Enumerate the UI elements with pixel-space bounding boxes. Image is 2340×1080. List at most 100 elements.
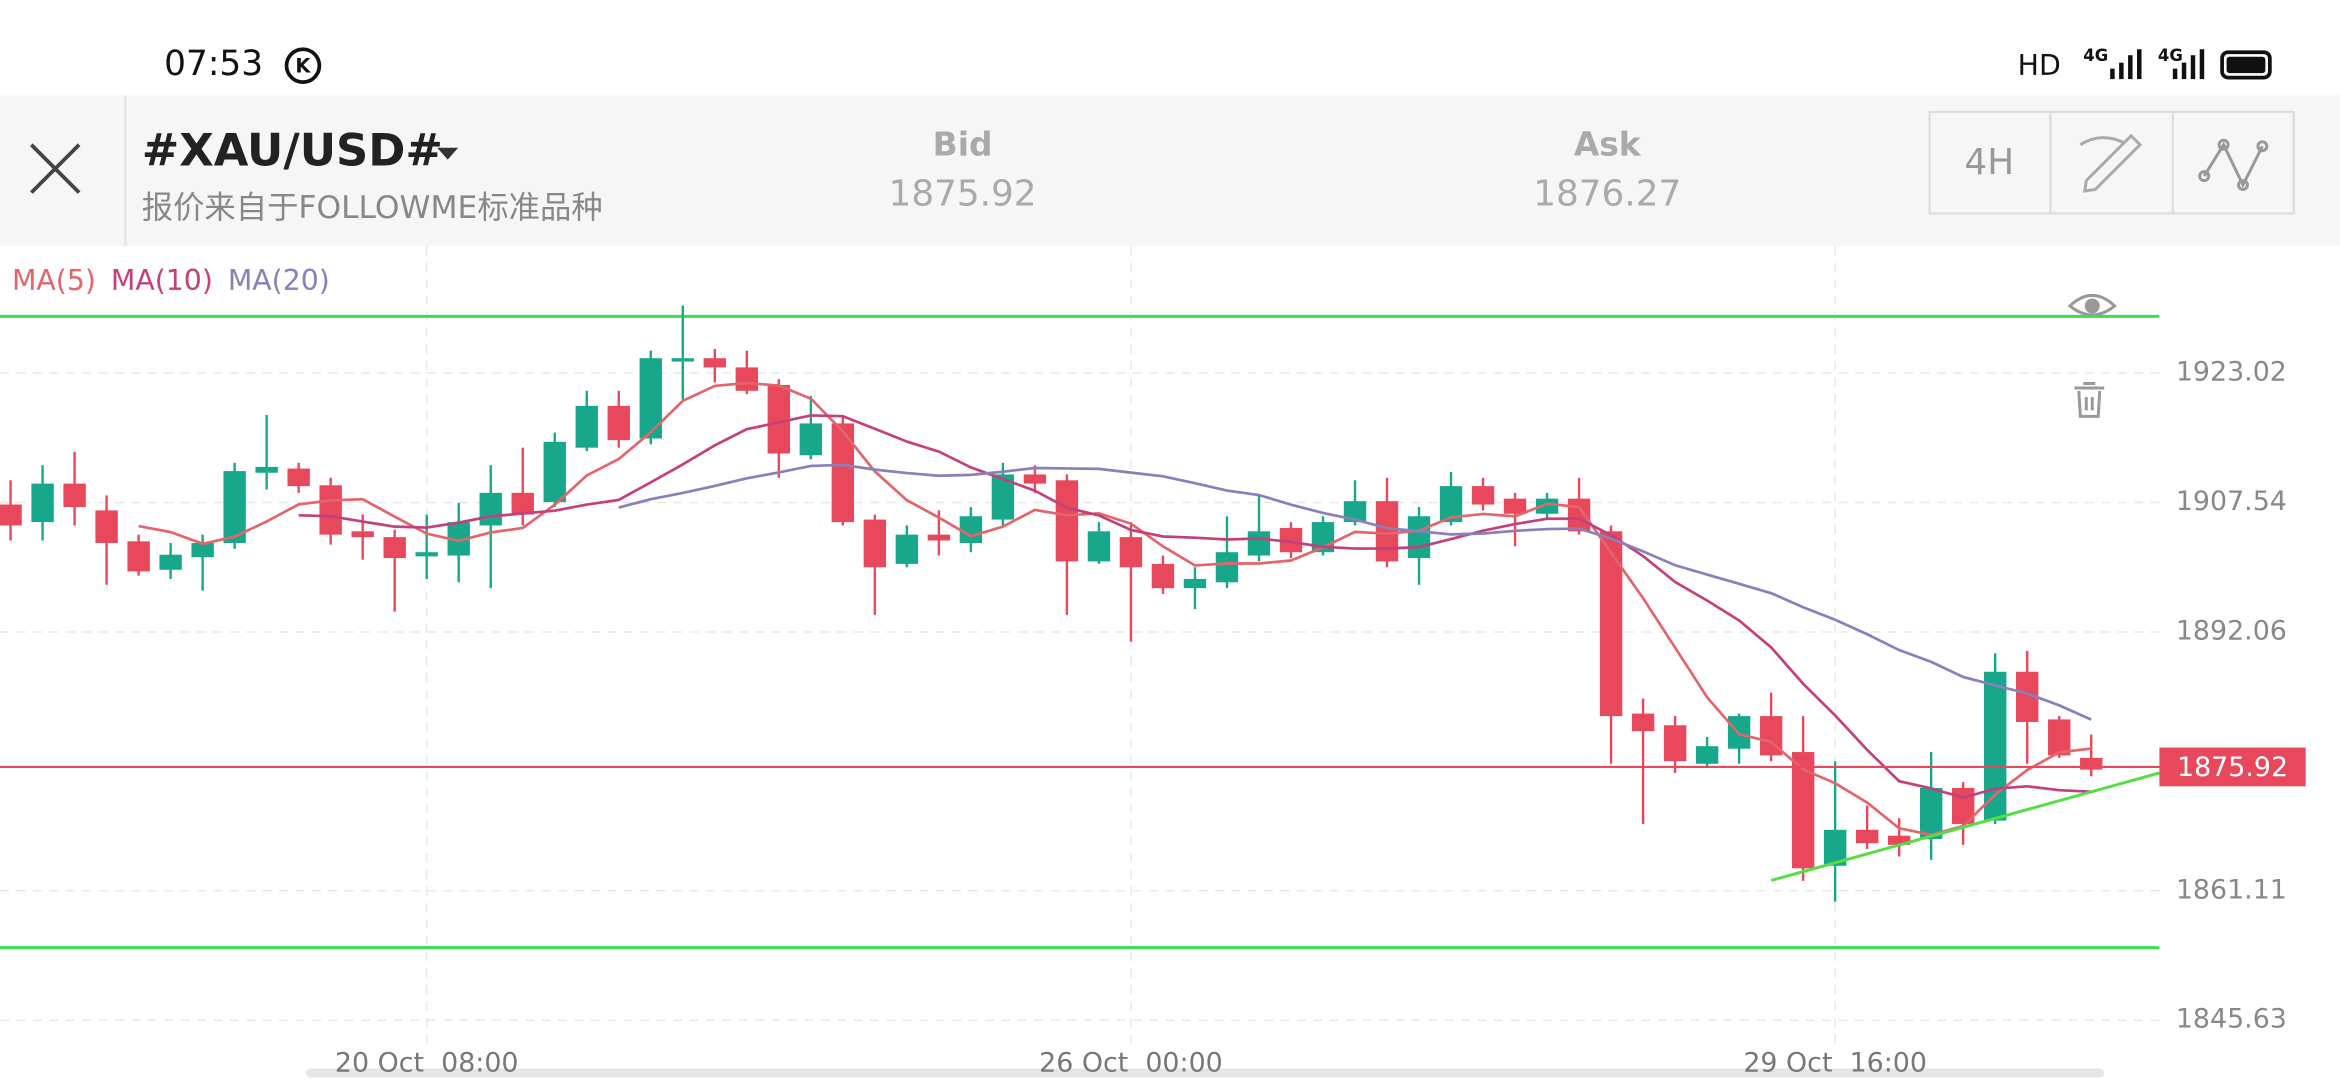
candle-body [447, 522, 470, 556]
bid-value: 1875.92 [889, 173, 1037, 214]
candle-body [991, 474, 1015, 520]
signal-icon [2172, 49, 2205, 80]
status-icon: K [295, 55, 311, 78]
candle-body [639, 358, 662, 439]
candle-body [191, 542, 214, 558]
chart: 1845.63 1861.11 1892.06 1907.54 1923.02 20 Oc… [0, 246, 2306, 1079]
candle-body [1984, 671, 2007, 821]
candle-body [223, 471, 246, 543]
candle-body [0, 504, 22, 526]
timeframe-button[interactable]: 4H [1964, 142, 2014, 183]
candle-body [2048, 719, 2071, 756]
candle-body [1791, 752, 1815, 869]
candle-body [1887, 835, 1911, 845]
candle-body [1823, 829, 1847, 866]
status-4g: 4G [2083, 46, 2108, 65]
candle-body [1343, 501, 1367, 523]
signal-icon [2110, 49, 2142, 80]
subtitle: 报价来自于FOLLOWME标准品种 [142, 190, 603, 226]
indicator-button[interactable] [2198, 138, 2269, 192]
bid-label: Bid [933, 126, 993, 164]
candle-body [383, 537, 406, 559]
moving-average [298, 414, 2092, 800]
delete-button[interactable] [2074, 382, 2105, 418]
candle-body [1183, 578, 1207, 589]
dropdown-arrow[interactable] [437, 147, 459, 160]
candle-body [575, 405, 598, 448]
candle-body [63, 483, 86, 508]
candle-body [319, 485, 342, 535]
candle-body [1151, 563, 1175, 589]
toolbar [1928, 110, 2295, 215]
candle-body [1855, 829, 1879, 844]
candle-body [959, 516, 983, 543]
candle-body [863, 519, 887, 568]
candle-body [1599, 531, 1623, 717]
moving-average [618, 463, 2092, 721]
status-hd: HD [2018, 49, 2061, 82]
symbol-title[interactable]: #XAU/USD# [142, 124, 443, 177]
close-button[interactable] [30, 143, 81, 194]
battery-level [2226, 56, 2266, 74]
candle-body [1503, 498, 1527, 514]
candle-body [2016, 671, 2039, 722]
trend-line [1770, 771, 2160, 882]
candle-body [1087, 531, 1111, 562]
y-tick-label: 1861.11 [2176, 874, 2287, 905]
y-tick-label: 1892.06 [2176, 615, 2287, 646]
candle-body [511, 492, 534, 515]
candle-body [127, 541, 150, 572]
candle-body [2080, 757, 2103, 770]
candle-body [671, 358, 694, 362]
candle-body [287, 468, 310, 487]
candle-body [351, 531, 374, 538]
candle-body [1023, 474, 1047, 484]
ask-value: 1876.27 [1533, 173, 1681, 214]
last-price-tag [2159, 747, 2306, 787]
candle-body [1407, 516, 1431, 559]
battery-icon [2220, 50, 2272, 80]
header-bar [0, 95, 2340, 247]
candle-body [95, 510, 118, 543]
x-tick-label: 26 Oct 00:00 [1039, 1048, 1223, 1079]
candle-body [1471, 486, 1495, 505]
candle-body [1695, 746, 1719, 764]
candle-body [1919, 788, 1943, 840]
candle-body [479, 492, 502, 526]
y-tick-label: 1907.54 [2176, 486, 2287, 517]
candle-body [1439, 486, 1463, 523]
candle-body [159, 554, 182, 570]
candle-body [31, 483, 54, 523]
candle-body [607, 405, 630, 441]
moving-average [138, 381, 2092, 837]
legend-entry: MA(5) [12, 264, 96, 297]
candle-body [799, 423, 823, 456]
candle-body [1215, 552, 1239, 583]
x-tick-label: 29 Oct 16:00 [1743, 1048, 1927, 1079]
candle-body [543, 441, 566, 503]
ask-label: Ask [1574, 126, 1642, 164]
candle-body [1247, 531, 1271, 556]
candle-body [415, 552, 438, 557]
candle-body [767, 384, 791, 454]
candle-body [255, 466, 278, 473]
candle-body [1375, 501, 1399, 562]
candle-body [927, 534, 951, 541]
legend-entry: MA(10) [111, 264, 213, 297]
candle-body [1631, 713, 1655, 732]
candle-body [1055, 480, 1079, 562]
scrollbar[interactable] [305, 1068, 2105, 1078]
status-icon [284, 47, 322, 84]
visibility-button[interactable] [2067, 293, 2117, 317]
candle-body [1535, 498, 1559, 514]
x-tick-label: 20 Oct 08:00 [335, 1048, 519, 1079]
candle-body [1567, 498, 1591, 532]
draw-tool-button[interactable] [2079, 133, 2143, 193]
candle-body [735, 367, 759, 391]
legend-entry: MA(20) [228, 264, 330, 297]
candle-body [895, 534, 919, 564]
y-tick-label: 1923.02 [2176, 357, 2287, 388]
candle-body [1119, 537, 1143, 568]
